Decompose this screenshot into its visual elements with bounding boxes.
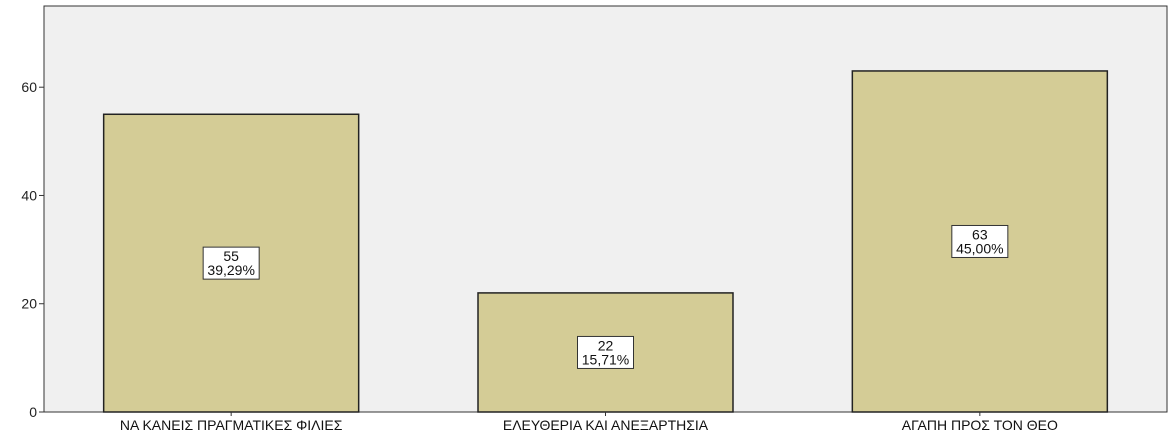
bar-percent-label: 15,71% <box>582 351 629 367</box>
bar-count-label: 22 <box>598 337 614 353</box>
bar-data-label-box <box>951 224 1009 258</box>
axis-layer: ΝΑ ΚΑΝΕΙΣ ΠΡΑΓΜΑΤΙΚΕΣ ΦΙΛΙΕΣ ΕΛΕΥΘΕΡΙΑ ΚΑ… <box>21 79 1058 433</box>
bar-percent-label: 45,00% <box>956 240 1003 256</box>
bar-count-label: 63 <box>972 226 988 242</box>
x-tick-label: ΕΛΕΥΘΕΡΙΑ ΚΑΙ ΑΝΕΞΑΡΤΗΣΙΑ <box>503 417 709 433</box>
bar-data-label-box <box>577 335 634 369</box>
x-tick-label: ΝΑ ΚΑΝΕΙΣ ΠΡΑΓΜΑΤΙΚΕΣ ΦΙΛΙΕΣ <box>120 417 343 433</box>
bar-count-label: 55 <box>223 248 239 264</box>
bar-data-label-box <box>202 246 260 280</box>
bar-percent-label: 39,29% <box>207 262 254 278</box>
y-tick-label: 60 <box>21 79 37 95</box>
y-tick-label: 40 <box>21 187 37 203</box>
y-tick-label: 0 <box>29 404 37 420</box>
x-tick-label: ΑΓΑΠΗ ΠΡΟΣ ΤΟΝ ΘΕΟ <box>902 417 1058 433</box>
y-tick-label: 20 <box>21 296 37 312</box>
